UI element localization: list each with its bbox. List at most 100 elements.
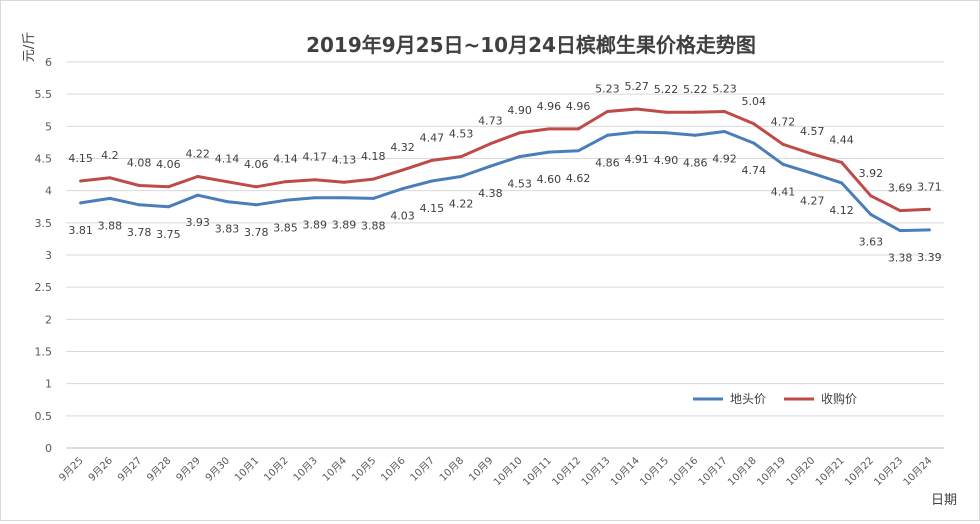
x-tick-label: 10月10 <box>491 455 525 489</box>
legend: 地头价 收购价 <box>693 391 857 406</box>
y-tick-label: 1.5 <box>35 346 53 359</box>
y-tick-label: 6 <box>45 56 52 69</box>
data-point <box>284 180 287 184</box>
x-tick-label: 10月18 <box>725 455 759 489</box>
data-label: 4.62 <box>566 172 591 185</box>
data-point <box>196 193 200 197</box>
data-label: 3.71 <box>917 180 942 193</box>
x-tick-label: 10月21 <box>813 455 847 489</box>
y-tick-label: 2.5 <box>35 281 53 294</box>
y-tick-label: 4.5 <box>35 153 53 166</box>
data-point <box>313 178 317 182</box>
y-axis-ticks: 0 0.5 1 1.5 2 2.5 3 3.5 4 4.5 5 5.5 6 <box>35 56 53 455</box>
data-point <box>576 127 580 131</box>
data-label: 4.38 <box>478 187 503 200</box>
x-tick-label: 10月20 <box>784 455 818 489</box>
data-label: 4.96 <box>566 100 591 113</box>
data-label: 3.75 <box>156 228 181 241</box>
x-tick-label: 10月16 <box>667 455 701 489</box>
series-line-0 <box>80 130 930 233</box>
data-point <box>342 180 346 184</box>
data-label: 4.14 <box>273 153 298 166</box>
data-point <box>752 122 756 126</box>
x-tick-label: 10月12 <box>550 455 584 489</box>
data-label: 4.22 <box>449 198 474 211</box>
data-point <box>869 194 873 198</box>
data-point <box>430 179 434 183</box>
data-label: 3.81 <box>68 224 93 237</box>
data-label: 4.92 <box>712 152 737 165</box>
data-label: 4.06 <box>244 158 269 171</box>
data-point <box>459 175 463 179</box>
y-tick-label: 3 <box>45 249 52 262</box>
data-label: 4.60 <box>537 173 562 186</box>
data-point <box>547 127 551 131</box>
x-tick-label: 10月5 <box>349 455 378 484</box>
x-tick-label: 10月22 <box>842 455 876 489</box>
data-label: 3.92 <box>859 167 884 180</box>
data-point <box>810 171 814 175</box>
y-tick-label: 5.5 <box>35 88 53 101</box>
x-tick-label: 9月26 <box>86 455 115 484</box>
legend-label-ditoujia: 地头价 <box>730 392 766 406</box>
x-tick-label: 10月11 <box>520 455 554 489</box>
x-tick-label: 10月13 <box>579 455 613 489</box>
y-tick-label: 0.5 <box>35 410 53 423</box>
data-point <box>664 131 668 135</box>
data-label: 5.22 <box>654 83 679 96</box>
data-label: 3.93 <box>185 216 210 229</box>
data-label: 3.88 <box>98 219 123 232</box>
data-point <box>254 203 258 207</box>
data-label: 3.89 <box>332 219 357 232</box>
data-point <box>927 207 931 211</box>
data-label: 3.69 <box>888 182 913 195</box>
y-tick-label: 4 <box>45 185 52 198</box>
data-label: 5.04 <box>742 95 767 108</box>
data-point <box>781 142 785 146</box>
gridlines <box>66 61 944 449</box>
y-tick-label: 3.5 <box>35 217 53 230</box>
data-point <box>108 176 112 180</box>
x-axis-ticks: 9月25 9月26 9月27 9月28 9月29 9月30 10月1 10月2 10月3 10月4… <box>57 455 935 489</box>
data-label: 5.23 <box>595 83 620 96</box>
data-label: 3.78 <box>244 226 269 239</box>
data-label: 3.89 <box>303 219 328 232</box>
data-label: 4.72 <box>771 115 796 128</box>
x-tick-label: 10月24 <box>901 455 935 489</box>
data-label: 4.15 <box>68 152 93 165</box>
data-label: 4.18 <box>361 150 386 163</box>
x-tick-label: 9月27 <box>115 455 144 484</box>
data-label: 4.90 <box>654 154 679 167</box>
data-point <box>371 177 375 181</box>
x-tick-label: 10月1 <box>232 455 261 484</box>
data-label: 4.12 <box>829 204 854 217</box>
data-label: 3.38 <box>888 252 913 265</box>
data-point <box>605 133 609 137</box>
data-point <box>166 205 170 209</box>
data-label: 4.22 <box>185 148 210 161</box>
data-label: 4.14 <box>215 153 240 166</box>
data-label: 4.47 <box>420 131 445 144</box>
data-point <box>488 164 492 168</box>
data-label: 5.22 <box>683 83 708 96</box>
data-labels: 3.81 3.88 3.78 3.75 3.93 3.83 3.78 3.85 3.89 3.89… <box>68 80 941 265</box>
x-tick-label: 9月30 <box>203 455 232 484</box>
data-label: 4.86 <box>683 156 708 169</box>
data-point <box>313 196 317 200</box>
data-point <box>693 110 697 114</box>
x-tick-label: 10月3 <box>291 455 320 484</box>
y-tick-label: 0 <box>45 442 52 455</box>
data-label: 4.90 <box>507 104 532 117</box>
data-point <box>723 129 726 133</box>
data-point <box>459 155 463 159</box>
data-point <box>664 110 668 114</box>
data-label: 4.13 <box>332 153 357 166</box>
x-tick-label: 9月29 <box>174 455 203 484</box>
x-tick-label: 10月14 <box>608 455 642 489</box>
data-label: 4.44 <box>829 133 854 146</box>
data-point <box>137 203 141 207</box>
data-label: 4.96 <box>537 100 562 113</box>
data-label: 4.32 <box>390 141 415 154</box>
data-point <box>401 187 405 191</box>
series-line-1 <box>80 107 930 213</box>
